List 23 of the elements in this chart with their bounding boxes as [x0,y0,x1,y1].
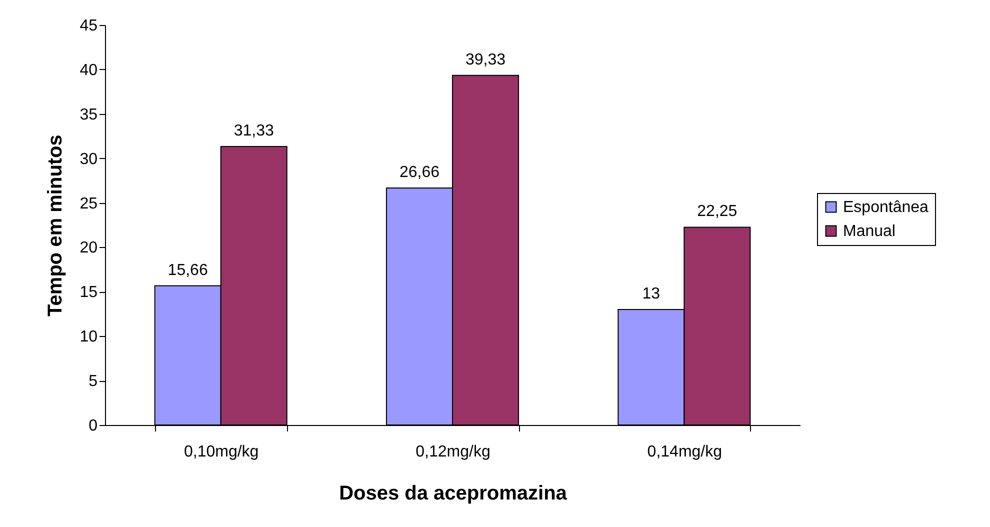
data-label: 15,66 [168,262,208,279]
x-tick-label: 0,12mg/kg [416,444,490,460]
x-tick-label: 0,10mg/kg [184,444,259,460]
y-tick-label: 30 [80,150,98,168]
x-axis-title: Doses da acepromazina [339,482,568,504]
data-label: 22,25 [697,203,738,220]
x-tick-label: 0,14mg/kg [647,444,722,460]
legend-label: Espontânea [843,199,929,216]
y-tick-label: 10 [80,328,98,346]
data-label: 13 [642,285,660,302]
y-tick-label: 0 [88,418,98,434]
data-label: 26,66 [399,164,440,182]
data-label: 31,33 [234,122,274,140]
y-tick-label: 15 [80,284,98,302]
y-tick-label: 40 [80,62,98,79]
data-label: 39,33 [465,51,506,68]
y-axis-title: Tempo em minutos [44,134,67,316]
y-tick-label: 35 [80,106,98,124]
y-tick-label: 20 [80,240,98,257]
y-tick-label: 45 [80,18,98,34]
y-tick-label: 25 [80,195,98,212]
legend-label: Manual [843,223,896,240]
y-tick-label: 5 [88,373,98,390]
